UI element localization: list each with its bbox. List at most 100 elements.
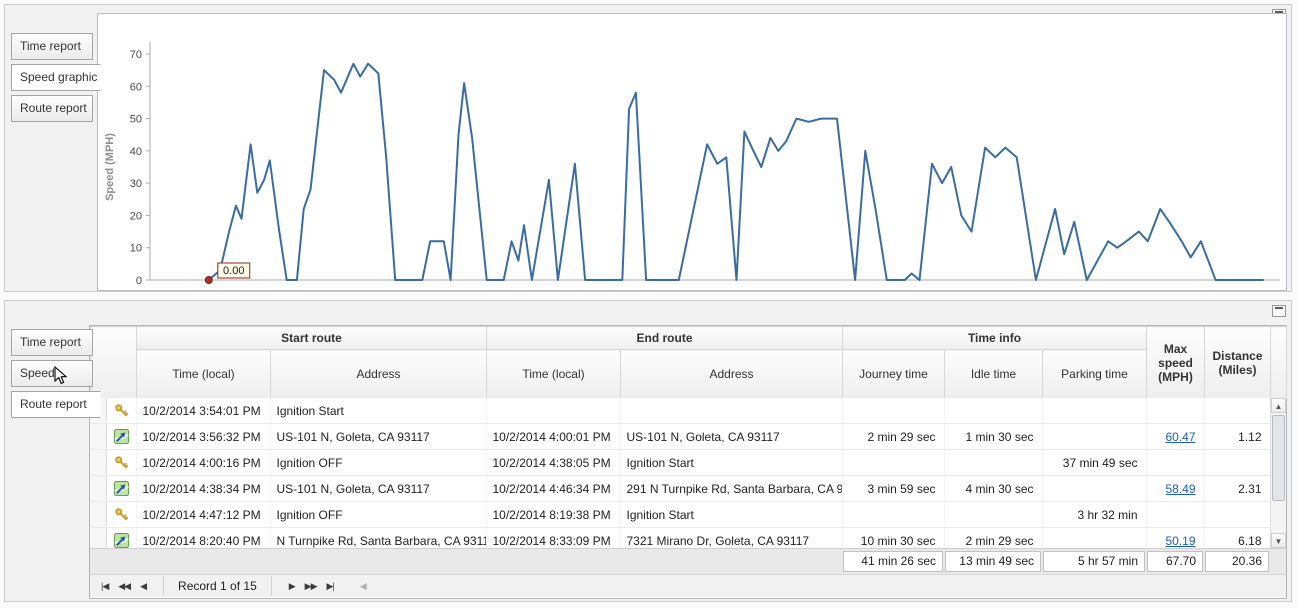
cell-parking-time [1042, 423, 1147, 450]
group-header-start-route: Start route [136, 326, 487, 350]
column-header-journey-time[interactable]: Journey time [842, 349, 945, 399]
tab-speed-graphic[interactable]: Speed graphic [11, 64, 101, 91]
column-header-parking-time[interactable]: Parking time [1042, 349, 1147, 399]
nav-prev-record-icon[interactable]: ◀ [140, 580, 147, 591]
column-header-start-address[interactable]: Address [270, 349, 487, 399]
nav-next-page-icon[interactable]: ▶▶ [304, 580, 318, 591]
scroll-down-icon[interactable]: ▼ [1271, 533, 1286, 548]
column-header-start-time[interactable]: Time (local) [136, 349, 271, 399]
cell-journey-time: 10 min 30 sec [842, 527, 945, 548]
record-navigator: |◀ ◀◀ ◀ Record 1 of 15 ▶ ▶▶ ▶| ◀ [90, 574, 1286, 597]
tab-route-report[interactable]: Route report [11, 391, 101, 418]
cell-max-speed: 50.19 [1146, 527, 1205, 548]
route-map-icon [106, 475, 137, 502]
cell-parking-time [1042, 475, 1147, 502]
table-row[interactable]: 10/2/2014 4:00:16 PM Ignition OFF 10/2/201… [90, 449, 1270, 476]
row-indicator [90, 423, 107, 450]
svg-text:70: 70 [130, 49, 142, 61]
svg-text:30: 30 [130, 178, 142, 190]
row-indicator [90, 527, 107, 548]
tab-time-report[interactable]: Time report [11, 329, 93, 356]
table-row[interactable]: 10/2/2014 8:20:40 PM N Turnpike Rd, Santa… [90, 527, 1270, 548]
cell-journey-time [842, 501, 945, 528]
max-speed-link[interactable]: 50.19 [1165, 533, 1196, 548]
ignition-key-icon [106, 398, 137, 424]
cell-end-time: 10/2/2014 8:19:38 PM [486, 501, 621, 528]
cell-end-time [486, 398, 621, 424]
column-header-distance[interactable]: Distance (Miles) [1204, 326, 1271, 399]
cell-end-address: 7321 Mirano Dr, Goleta, CA 93117 [620, 527, 843, 548]
summary-row: 41 min 26 sec 13 min 49 sec 5 hr 57 min … [90, 548, 1286, 574]
cell-max-speed [1146, 398, 1205, 424]
table-row[interactable]: 10/2/2014 4:38:34 PM US-101 N, Goleta, CA… [90, 475, 1270, 502]
hscroll-left-icon[interactable]: ◀ [359, 580, 367, 591]
cell-start-address: US-101 N, Goleta, CA 93117 [270, 475, 487, 502]
cell-end-address: US-101 N, Goleta, CA 93117 [620, 423, 843, 450]
nav-first-record-icon[interactable]: |◀ [101, 580, 109, 591]
cell-journey-time [842, 449, 945, 476]
table-row[interactable]: 10/2/2014 4:47:12 PM Ignition OFF 10/2/201… [90, 501, 1270, 528]
column-header-end-time[interactable]: Time (local) [486, 349, 621, 399]
cell-distance: 2.31 [1204, 475, 1270, 502]
svg-text:20: 20 [130, 210, 142, 222]
route-map-icon [106, 423, 137, 450]
svg-text:0.00: 0.00 [223, 265, 244, 277]
cell-parking-time: 37 min 49 sec [1042, 449, 1147, 476]
cell-max-speed: 58.49 [1146, 475, 1205, 502]
cell-parking-time: 3 hr 32 min [1042, 501, 1147, 528]
nav-prev-page-icon[interactable]: ◀◀ [118, 580, 131, 591]
cell-distance: 6.18 [1204, 527, 1270, 548]
nav-last-record-icon[interactable]: ▶| [326, 580, 335, 591]
cell-journey-time: 2 min 29 sec [842, 423, 945, 450]
svg-text:60: 60 [130, 81, 142, 93]
ignition-key-icon [106, 501, 137, 528]
header-filler [1270, 326, 1287, 399]
svg-text:10: 10 [130, 243, 142, 255]
route-map-icon [106, 527, 137, 548]
summary-max-speed: 67.70 [1147, 551, 1203, 572]
column-header-max-speed[interactable]: Max speed (MPH) [1146, 326, 1205, 399]
speed-graphic-panel: Time report Speed graphic Route report 0 10… [4, 4, 1292, 292]
nav-next-record-icon[interactable]: ▶ [288, 580, 296, 591]
top-tab-strip: Time report Speed graphic Route report [11, 33, 103, 126]
svg-text:40: 40 [130, 146, 142, 158]
group-header-end-route: End route [486, 326, 843, 350]
row-indicator [90, 449, 107, 476]
grid-body: 10/2/2014 3:54:01 PM Ignition Start 10/2/2… [90, 398, 1270, 548]
record-count-label: Record 1 of 15 [163, 576, 272, 596]
tab-time-report[interactable]: Time report [11, 33, 93, 60]
cell-max-speed [1146, 501, 1205, 528]
tab-speed-graphic[interactable]: Speed graphic [11, 360, 93, 405]
max-speed-link[interactable]: 60.47 [1165, 429, 1196, 444]
speed-line-chart: 0 10 20 30 40 50 60 70 Speed (MPH) 0.00 [98, 14, 1286, 288]
max-speed-link[interactable]: 58.49 [1165, 481, 1196, 496]
cell-end-address [620, 398, 843, 424]
svg-text:50: 50 [130, 114, 142, 126]
row-indicator [90, 475, 107, 502]
column-header-idle-time[interactable]: Idle time [944, 349, 1043, 399]
column-header-end-address[interactable]: Address [620, 349, 843, 399]
collapse-panel-icon[interactable] [1272, 305, 1286, 317]
cell-start-time: 10/2/2014 4:38:34 PM [136, 475, 271, 502]
cell-parking-time [1042, 398, 1147, 424]
table-row[interactable]: 10/2/2014 3:56:32 PM US-101 N, Goleta, CA… [90, 423, 1270, 450]
scroll-up-icon[interactable]: ▲ [1271, 398, 1286, 413]
cell-distance: 1.12 [1204, 423, 1270, 450]
header-corner [90, 326, 137, 399]
summary-journey-time: 41 min 26 sec [843, 551, 943, 572]
tab-route-report[interactable]: Route report [11, 95, 93, 122]
cell-end-time: 10/2/2014 8:33:09 PM [486, 527, 621, 548]
cell-end-time: 10/2/2014 4:46:34 PM [486, 475, 621, 502]
table-row[interactable]: 10/2/2014 3:54:01 PM Ignition Start [90, 398, 1270, 424]
cell-parking-time [1042, 527, 1147, 548]
cell-start-time: 10/2/2014 3:56:32 PM [136, 423, 271, 450]
grid-header: Start route End route Time info Max spee… [90, 326, 1287, 399]
cell-end-address: 291 N Turnpike Rd, Santa Barbara, CA 931… [620, 475, 843, 502]
svg-text:0: 0 [136, 275, 142, 287]
vertical-scrollbar[interactable]: ▲ ▼ [1270, 398, 1286, 548]
cell-distance [1204, 449, 1270, 476]
cell-distance [1204, 398, 1270, 424]
scrollbar-thumb[interactable] [1272, 415, 1285, 501]
